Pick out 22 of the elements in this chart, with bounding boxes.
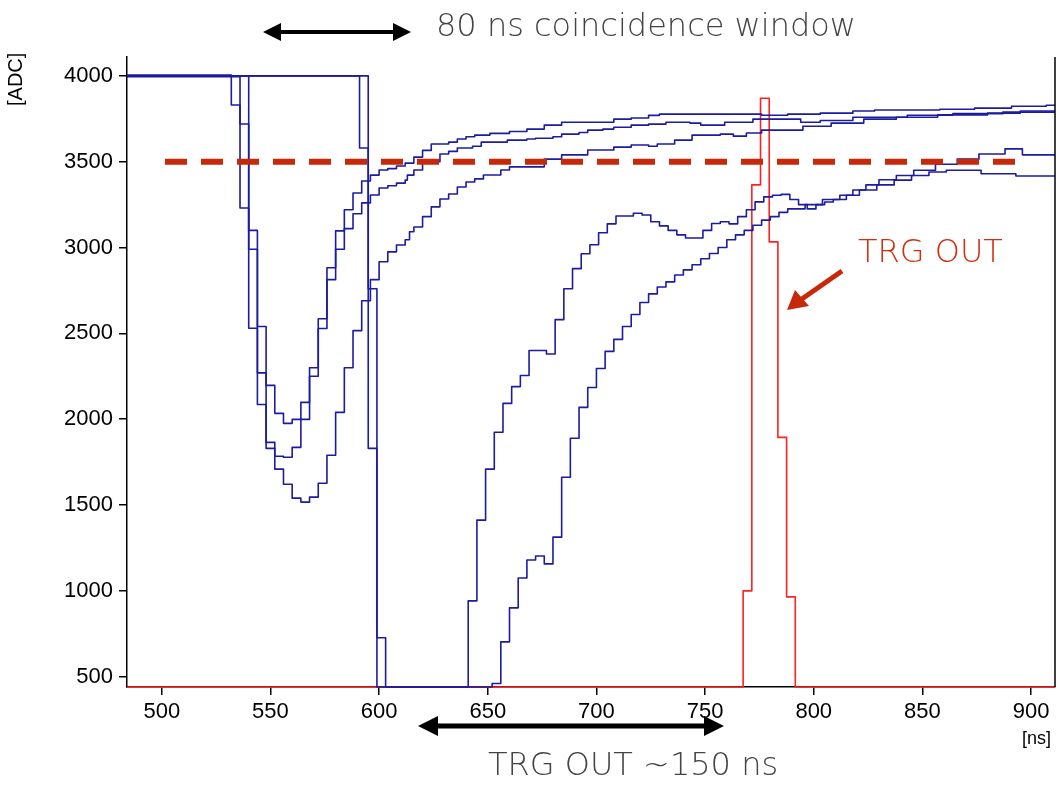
text: 80 ns coincidence window [436, 6, 856, 44]
y-tick-label: 2500 [64, 319, 113, 345]
y-tick-label: 3500 [64, 147, 113, 173]
y-tick-label: 4000 [64, 61, 113, 87]
y-tick-label: 1000 [64, 576, 113, 602]
x-tick-label: 750 [686, 698, 724, 724]
x-tick-label: 650 [469, 698, 507, 724]
x-tick-label: 700 [578, 698, 615, 724]
x-tick-label: 600 [360, 698, 398, 724]
x-tick-label: 500 [143, 698, 181, 724]
x-tick-label: 900 [1012, 698, 1050, 724]
y-tick-label: 2000 [64, 405, 113, 431]
x-tick-label: 800 [795, 698, 833, 724]
y-tick-label: 500 [76, 662, 113, 688]
y-tick-label: 1500 [64, 491, 113, 517]
x-tick-label: 850 [904, 698, 941, 724]
text: TRG OUT ~150 ns [488, 745, 779, 783]
y-tick-label: 3000 [64, 233, 113, 259]
annotation: TRG OUT [858, 232, 1003, 270]
y-axis-title: [ADC] [4, 52, 27, 106]
x-axis-title: [ns] [1022, 728, 1052, 749]
x-tick-label: 550 [252, 698, 289, 724]
